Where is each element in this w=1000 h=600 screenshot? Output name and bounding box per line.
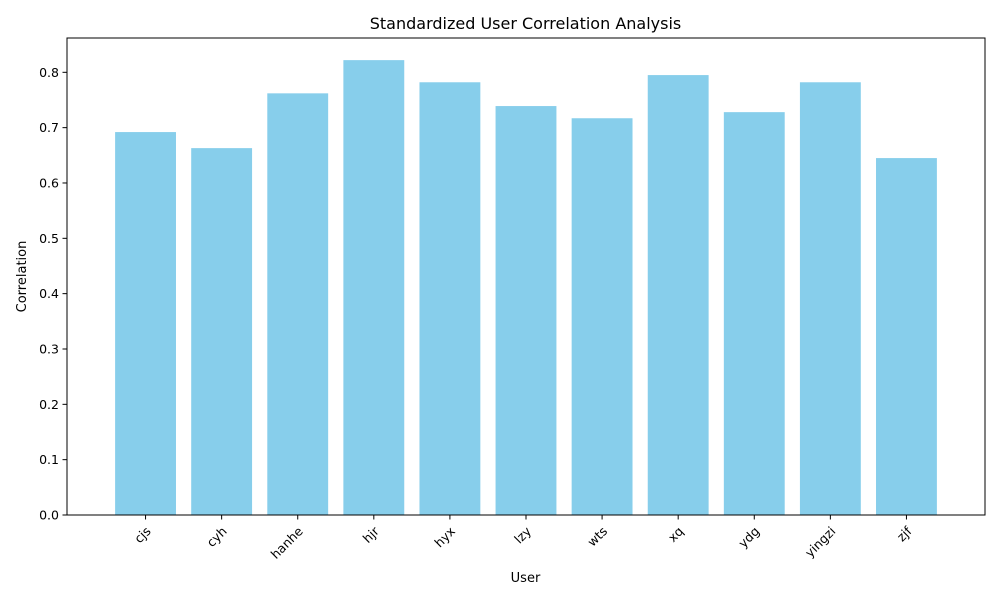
y-tick-label-3: 0.3 — [39, 341, 59, 356]
bar-hanhe — [267, 93, 329, 515]
bar-lzy — [495, 106, 557, 515]
bar-ydg — [723, 112, 785, 516]
bars-layer — [115, 60, 937, 516]
bar-hjr — [343, 60, 405, 515]
bar-cjs — [115, 132, 176, 515]
bar-xq — [647, 75, 709, 515]
bar-yingzi — [799, 82, 861, 516]
bar-zjf — [876, 158, 937, 515]
y-tick-label-4: 0.4 — [39, 286, 59, 301]
y-tick-label-5: 0.5 — [39, 231, 59, 246]
y-tick-label-7: 0.7 — [39, 120, 59, 135]
y-axis: 0.0 0.1 0.2 0.3 0.4 0.5 0.6 0.7 0.8 — [39, 65, 67, 523]
bar-cyh — [191, 148, 253, 515]
y-tick-label-6: 0.6 — [39, 175, 59, 190]
chart-title: Standardized User Correlation Analysis — [370, 14, 682, 33]
y-tick-label-2: 0.2 — [39, 397, 59, 412]
plot-frame — [66, 37, 986, 516]
y-tick-label-0: 0.0 — [39, 508, 59, 523]
bar-hyx — [419, 82, 481, 516]
y-tick-label-8: 0.8 — [39, 65, 59, 80]
y-tick-label-1: 0.1 — [39, 452, 59, 467]
bar-wts — [571, 118, 633, 516]
y-axis-label: Correlation — [15, 241, 30, 313]
x-axis-label: User — [511, 571, 541, 586]
